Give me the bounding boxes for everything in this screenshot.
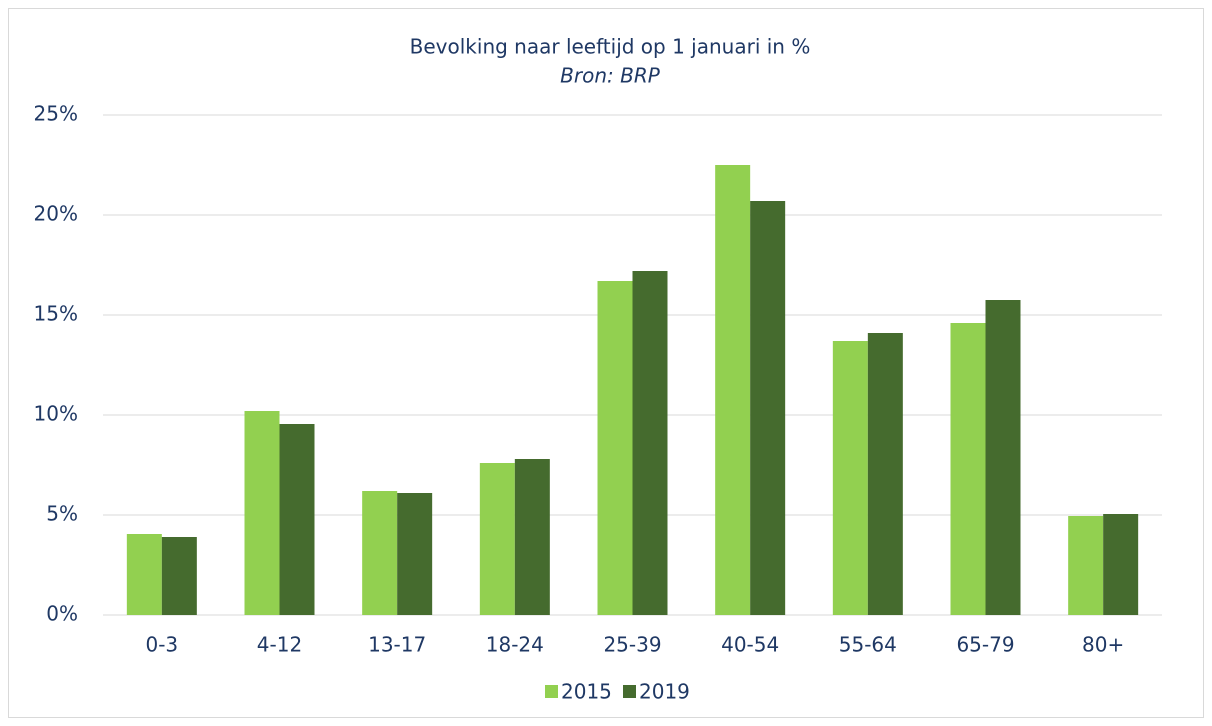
bar bbox=[832, 341, 868, 615]
y-tick-label: 5% bbox=[46, 502, 78, 526]
x-tick-label: 40-54 bbox=[721, 633, 779, 657]
y-tick-label: 10% bbox=[34, 402, 78, 426]
bar bbox=[985, 300, 1021, 615]
bar bbox=[279, 424, 315, 615]
x-tick-label: 65-79 bbox=[956, 633, 1014, 657]
y-tick-label: 20% bbox=[34, 202, 78, 226]
bar bbox=[479, 463, 515, 615]
chart-title: Bevolking naar leeftijd op 1 januari in … bbox=[410, 35, 811, 59]
bar bbox=[244, 411, 280, 615]
bar bbox=[715, 165, 751, 615]
bar bbox=[362, 491, 398, 615]
bar bbox=[1103, 514, 1139, 615]
bar bbox=[514, 459, 550, 615]
bar bbox=[126, 534, 162, 615]
bar bbox=[632, 271, 668, 615]
y-tick-label: 0% bbox=[46, 602, 78, 626]
bar bbox=[867, 333, 903, 615]
x-tick-label: 25-39 bbox=[603, 633, 661, 657]
bar bbox=[597, 281, 633, 615]
x-tick-label: 13-17 bbox=[368, 633, 426, 657]
bar bbox=[950, 323, 986, 615]
bar bbox=[1068, 516, 1104, 615]
bar bbox=[397, 493, 433, 615]
legend-label: 2015 bbox=[561, 680, 612, 704]
chart-subtitle: Bron: BRP bbox=[560, 64, 661, 88]
x-tick-label: 0-3 bbox=[145, 633, 178, 657]
y-tick-label: 15% bbox=[34, 302, 78, 326]
legend-swatch bbox=[623, 685, 636, 698]
x-tick-label: 55-64 bbox=[839, 633, 897, 657]
bar bbox=[750, 201, 786, 615]
x-tick-label: 80+ bbox=[1082, 633, 1124, 657]
bar bbox=[161, 537, 197, 615]
legend-label: 2019 bbox=[639, 680, 690, 704]
x-tick-label: 4-12 bbox=[257, 633, 302, 657]
x-tick-label: 18-24 bbox=[486, 633, 544, 657]
legend-swatch bbox=[545, 685, 558, 698]
y-tick-label: 25% bbox=[34, 102, 78, 126]
